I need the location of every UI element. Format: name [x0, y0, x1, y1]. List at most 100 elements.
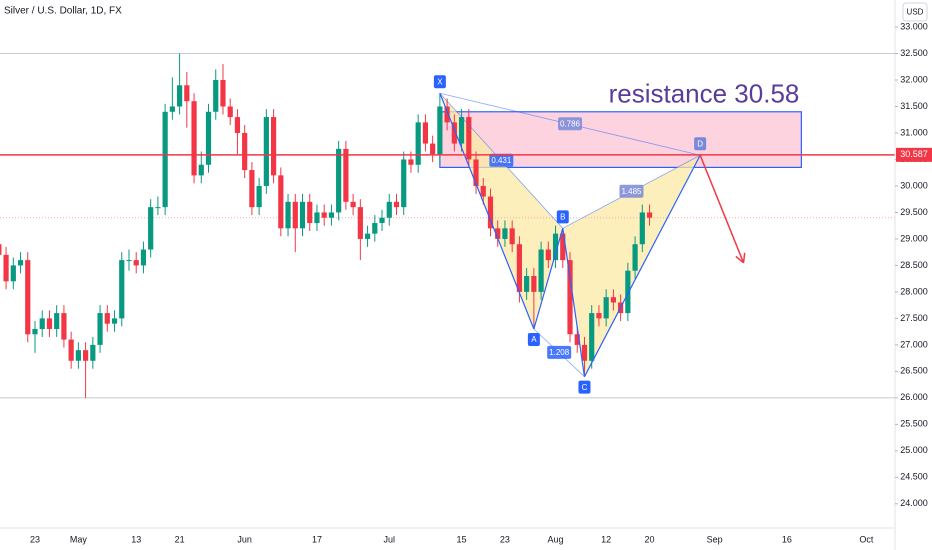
candle-body [270, 117, 277, 176]
y-tick-label: 26.000 [900, 392, 928, 402]
candle-body [90, 344, 96, 361]
currency-label[interactable]: USD [907, 8, 924, 17]
candle-body [437, 106, 443, 155]
candle-body [83, 350, 89, 361]
candle-body [372, 223, 378, 234]
x-tick-label: May [70, 534, 88, 544]
candle-body [32, 328, 38, 335]
candle-body [336, 148, 342, 213]
arrow-head [742, 252, 746, 263]
price-line-badge [896, 147, 932, 162]
pattern-point-badge [527, 332, 540, 346]
candle-body [162, 111, 168, 208]
candle-body [278, 175, 284, 229]
candle-body [227, 106, 233, 118]
candle-body [25, 260, 31, 335]
candle-body [480, 185, 486, 197]
candle-body [242, 132, 248, 171]
arrow-shaft [699, 154, 745, 264]
axes: 24.000 24.500 25.000 25.500 26.000 26.500 27.0… [30, 21, 932, 544]
ratio-label: 0.786 [560, 119, 581, 128]
candle-body [191, 101, 197, 176]
x-tick-label: 21 [175, 534, 185, 544]
candle-body [408, 159, 414, 165]
candle-body [97, 313, 103, 345]
candle-body [205, 111, 212, 165]
pattern-point-badge [694, 137, 707, 151]
candle-body [292, 201, 298, 229]
pattern-leg [533, 228, 564, 330]
candle-body [509, 228, 515, 245]
currency-badge[interactable] [902, 2, 928, 22]
candle-body [560, 233, 566, 261]
candle-body [386, 201, 392, 218]
y-tick-label: 29.500 [900, 207, 928, 217]
candle-body [54, 313, 60, 329]
candle-body [401, 159, 407, 208]
candle-body [133, 260, 139, 266]
x-tick-label: 16 [782, 534, 792, 544]
x-tick-label: 23 [30, 534, 40, 544]
ratio-label: 1.485 [621, 187, 642, 196]
ratio-badge [489, 153, 514, 167]
pattern-bcd-fill [562, 155, 701, 377]
ratio-badge [558, 117, 583, 131]
candle-body [68, 339, 74, 361]
candle-body [140, 249, 147, 266]
candle-body [321, 212, 327, 218]
candle-body [451, 122, 457, 144]
candle-body [10, 265, 16, 282]
x-tick-label: 17 [312, 534, 322, 544]
candle-body [3, 254, 9, 282]
candle-body [46, 318, 53, 329]
candle-body [596, 313, 602, 319]
pattern-point-label: X [437, 77, 443, 86]
candle-body [444, 106, 450, 123]
candle-body [364, 233, 371, 239]
candle-body [610, 297, 616, 303]
y-tick-label: 32.000 [900, 74, 928, 84]
candle-body [256, 185, 262, 208]
pattern-point-badge [556, 210, 569, 224]
candle-body [0, 244, 2, 255]
candle-body [299, 201, 306, 229]
y-tick-label: 31.500 [900, 101, 928, 111]
x-tick-label: Aug [548, 534, 564, 544]
ratio-label: 1.208 [549, 348, 570, 357]
x-tick-label: Jul [384, 534, 396, 544]
candle-body [169, 106, 175, 112]
pattern-point-badge [578, 380, 591, 394]
candle-body [328, 212, 335, 218]
candle-body [581, 344, 588, 361]
y-tick-label: 25.500 [900, 419, 928, 429]
x-tick-label: Sep [707, 534, 723, 544]
x-tick-label: 12 [601, 534, 611, 544]
candle-body [155, 207, 161, 209]
candle-body [234, 117, 241, 133]
y-tick-label: 27.000 [900, 339, 928, 349]
candle-body [17, 260, 24, 266]
y-tick-label: 25.000 [900, 445, 928, 455]
y-tick-label: 26.500 [900, 366, 928, 376]
resistance-label: resistance 30.58 [609, 79, 800, 109]
candle-body [184, 85, 190, 102]
candle-body [393, 201, 400, 208]
candle-body [263, 117, 269, 186]
candle-body [516, 244, 523, 292]
candle-body [415, 122, 421, 165]
candle-body [531, 276, 537, 292]
y-tick-label: 31.000 [900, 127, 928, 137]
candle-body [249, 170, 255, 208]
candle-body [220, 79, 226, 107]
ratio-badge [619, 184, 644, 198]
candle-body [603, 297, 609, 319]
ratio-badge [547, 345, 572, 359]
candle-body [379, 217, 385, 224]
candle-body [176, 85, 183, 107]
y-tick-label: 33.000 [900, 21, 928, 31]
candle-body [307, 201, 313, 224]
candle-body [148, 207, 154, 250]
candle-body [473, 159, 479, 186]
